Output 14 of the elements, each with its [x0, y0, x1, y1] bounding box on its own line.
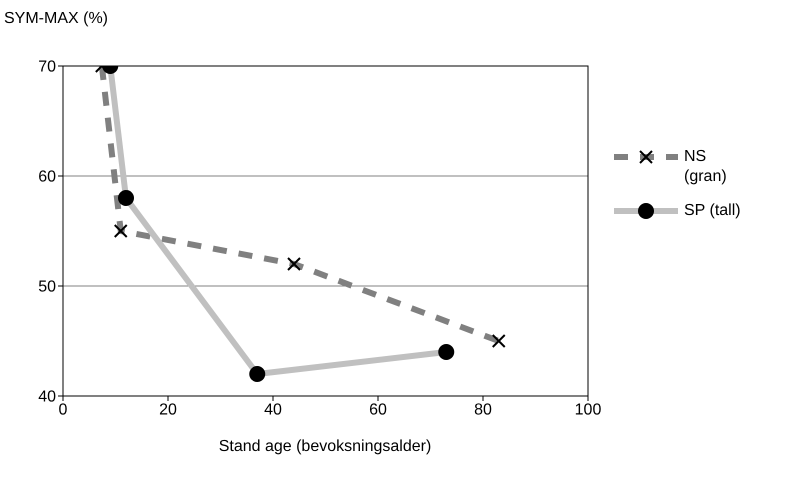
x-tick-label: 100 — [574, 401, 602, 418]
x-tick-label: 60 — [369, 401, 387, 418]
x-tick-label: 80 — [474, 401, 492, 418]
y-axis-title: SYM-MAX (%) — [4, 10, 108, 28]
legend-label: SP (tall) — [684, 201, 742, 221]
y-tick-label: 50 — [38, 278, 56, 296]
y-tick-label: 40 — [38, 388, 56, 406]
y-tick-label: 60 — [38, 168, 56, 186]
x-tick-label: 0 — [58, 401, 68, 418]
x-tick-label: 20 — [159, 401, 177, 418]
x-tick-label: 40 — [264, 401, 282, 418]
legend-label: NS (gran) — [684, 147, 728, 187]
y-tick-label: 70 — [38, 58, 56, 76]
x-axis-title: Stand age (bevoksningsalder) — [218, 438, 432, 456]
